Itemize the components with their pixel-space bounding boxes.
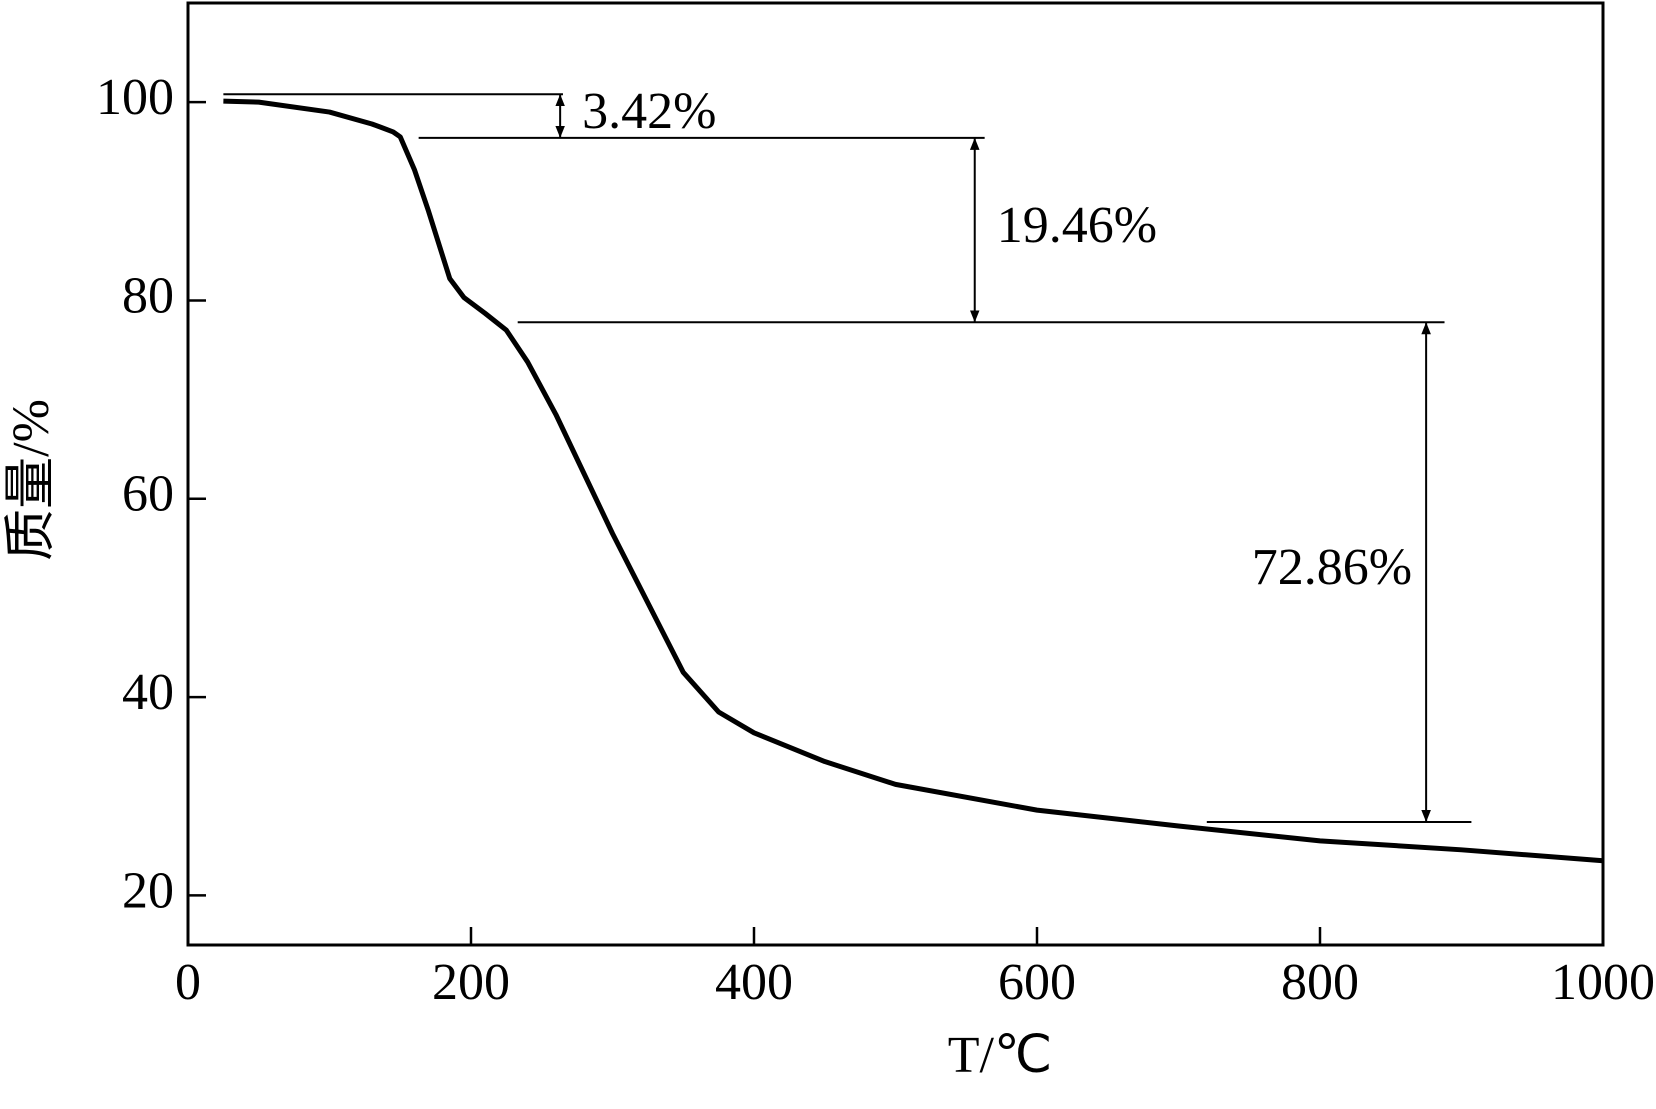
x-axis-label: T/℃ [948, 1027, 1053, 1084]
x-tick-label: 400 [715, 954, 793, 1011]
annotation-label: 19.46% [997, 197, 1157, 254]
x-tick-label: 1000 [1551, 954, 1655, 1011]
data-line [223, 98, 1604, 864]
annotation-label: 72.86% [1252, 539, 1412, 596]
annotation-label: 3.42% [582, 83, 716, 140]
plot-frame [186, 1, 1605, 947]
x-tick-label: 800 [1281, 954, 1359, 1011]
x-tick-label: 0 [175, 954, 201, 1011]
y-axis-label: 质量/% [3, 399, 60, 561]
y-tick-label: 100 [96, 69, 174, 126]
y-tick-label: 60 [122, 466, 174, 523]
x-tick-label: 600 [998, 954, 1076, 1011]
x-tick-label: 200 [432, 954, 510, 1011]
y-tick-label: 80 [122, 267, 174, 324]
y-tick-label: 40 [122, 664, 174, 721]
y-tick-label: 20 [122, 862, 174, 919]
